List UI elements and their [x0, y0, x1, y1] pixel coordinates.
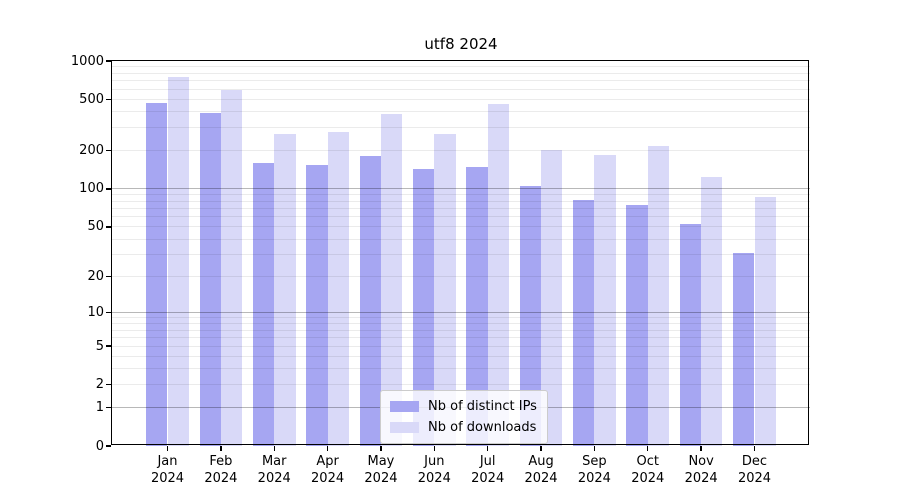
x-tick-mark-mar-2024 — [273, 446, 275, 451]
legend-swatch-downloads — [390, 422, 419, 433]
plot-area: Nb of distinct IPs Nb of downloads — [112, 61, 810, 446]
x-tick-mark-jun-2024 — [433, 446, 435, 451]
bar-nb-of-distinct-ips-mar-2024 — [252, 162, 275, 446]
y-tick-mark-50 — [106, 226, 111, 228]
legend: Nb of distinct IPs Nb of downloads — [380, 390, 548, 444]
y-tick-label-10: 10 — [87, 304, 104, 320]
y-tick-label-1: 1 — [95, 399, 104, 415]
x-tick-label-may-2024: May 2024 — [364, 454, 398, 486]
x-tick-mark-jan-2024 — [166, 446, 169, 451]
bar-nb-of-distinct-ips-nov-2024 — [679, 223, 702, 446]
bar-nb-of-downloads-nov-2024 — [701, 177, 723, 446]
bar-nb-of-distinct-ips-aug-2024 — [519, 186, 542, 446]
x-tick-mark-dec-2024 — [753, 446, 756, 451]
x-tick-label-feb-2024: Feb 2024 — [204, 454, 238, 486]
legend-item-downloads: Nb of downloads — [390, 417, 537, 438]
y-tick-mark-200 — [106, 149, 111, 152]
x-tick-mark-apr-2024 — [326, 446, 329, 451]
y-tick-mark-1 — [106, 406, 111, 409]
bar-nb-of-distinct-ips-sep-2024 — [573, 200, 595, 446]
legend-swatch-distinct-ips — [390, 401, 419, 412]
bar-nb-of-distinct-ips-oct-2024 — [626, 204, 648, 446]
y-tick-mark-0 — [106, 445, 111, 447]
y-tick-label-100: 100 — [79, 181, 104, 197]
x-tick-label-nov-2024: Nov 2024 — [684, 454, 718, 486]
x-tick-mark-nov-2024 — [700, 446, 702, 451]
y-tick-label-200: 200 — [79, 142, 104, 158]
x-tick-mark-oct-2024 — [647, 446, 649, 451]
x-tick-label-jul-2024: Jul 2024 — [471, 454, 505, 486]
y-tick-label-1000: 1000 — [70, 53, 104, 69]
bar-nb-of-downloads-sep-2024 — [594, 154, 616, 446]
bar-nb-of-distinct-ips-jan-2024 — [146, 103, 168, 446]
y-tick-mark-20 — [106, 275, 111, 278]
x-tick-label-dec-2024: Dec 2024 — [737, 454, 772, 486]
y-tick-label-5: 5 — [95, 338, 104, 354]
y-tick-label-2: 2 — [95, 377, 104, 393]
bar-nb-of-downloads-jun-2024 — [434, 133, 456, 446]
legend-label-distinct-ips: Nb of distinct IPs — [428, 399, 537, 414]
y-tick-label-500: 500 — [79, 92, 104, 108]
y-tick-mark-100 — [106, 188, 111, 190]
bar-nb-of-downloads-feb-2024 — [220, 89, 243, 446]
bar-nb-of-downloads-jan-2024 — [167, 76, 189, 446]
y-tick-label-20: 20 — [87, 268, 104, 284]
x-tick-label-oct-2024: Oct 2024 — [631, 454, 665, 486]
bar-nb-of-distinct-ips-dec-2024 — [733, 252, 755, 446]
x-tick-mark-sep-2024 — [593, 446, 596, 451]
y-tick-mark-1000 — [106, 60, 111, 62]
bars-layer — [112, 61, 810, 446]
bar-nb-of-distinct-ips-feb-2024 — [199, 113, 221, 446]
y-tick-mark-2 — [106, 384, 111, 386]
y-tick-mark-10 — [106, 311, 111, 314]
x-tick-label-jan-2024: Jan 2024 — [150, 454, 185, 486]
x-tick-mark-jul-2024 — [486, 446, 489, 451]
bar-nb-of-distinct-ips-apr-2024 — [306, 164, 328, 446]
x-tick-mark-aug-2024 — [540, 446, 542, 451]
bar-nb-of-distinct-ips-may-2024 — [359, 156, 381, 446]
bar-nb-of-downloads-oct-2024 — [647, 145, 670, 446]
bar-nb-of-downloads-jul-2024 — [487, 103, 510, 446]
bar-nb-of-distinct-ips-jul-2024 — [466, 167, 488, 446]
y-tick-mark-500 — [106, 98, 111, 101]
bar-nb-of-downloads-mar-2024 — [274, 133, 296, 446]
x-tick-label-aug-2024: Aug 2024 — [524, 454, 558, 486]
y-tick-label-0: 0 — [95, 438, 104, 454]
y-tick-label-50: 50 — [87, 219, 104, 235]
bar-nb-of-downloads-may-2024 — [380, 114, 403, 446]
x-tick-label-sep-2024: Sep 2024 — [577, 454, 611, 486]
bar-nb-of-downloads-apr-2024 — [327, 131, 349, 446]
chart-title: utf8 2024 — [424, 35, 498, 53]
bar-nb-of-downloads-aug-2024 — [541, 149, 563, 446]
bar-nb-of-distinct-ips-jun-2024 — [412, 169, 435, 446]
x-tick-label-apr-2024: Apr 2024 — [311, 454, 345, 486]
bar-nb-of-downloads-dec-2024 — [754, 196, 776, 446]
x-tick-mark-may-2024 — [380, 446, 382, 451]
y-tick-mark-5 — [106, 345, 111, 347]
legend-label-downloads: Nb of downloads — [428, 420, 537, 435]
x-tick-label-mar-2024: Mar 2024 — [257, 454, 291, 486]
x-tick-label-jun-2024: Jun 2024 — [417, 454, 451, 486]
x-tick-mark-feb-2024 — [220, 446, 222, 451]
legend-item-distinct-ips: Nb of distinct IPs — [390, 396, 537, 417]
